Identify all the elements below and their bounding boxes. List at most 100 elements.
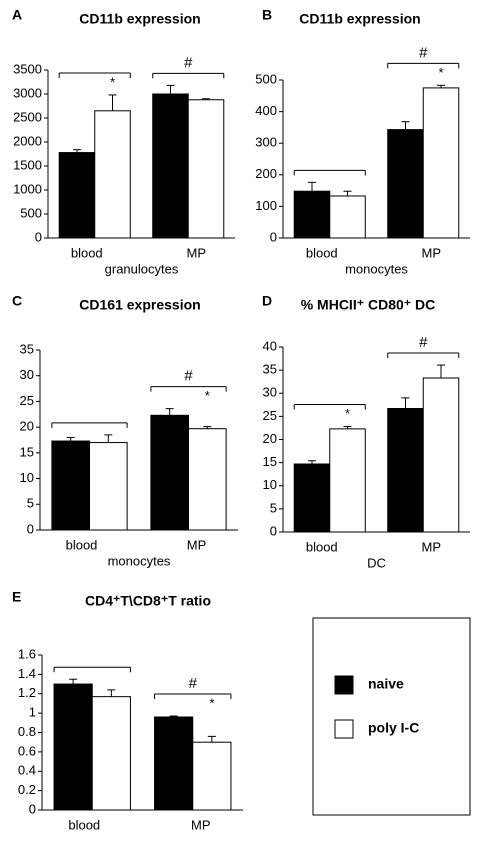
significance-hash: # xyxy=(189,675,198,692)
y-tick-label: 1500 xyxy=(13,157,42,172)
legend-swatch xyxy=(334,675,354,695)
significance-star: * xyxy=(110,74,115,89)
significance-hash: # xyxy=(184,368,193,385)
y-tick-label: 35 xyxy=(20,341,34,356)
bar xyxy=(188,428,227,531)
significance-star: * xyxy=(345,406,350,421)
y-tick-label: 5 xyxy=(270,500,277,515)
panel-label: B xyxy=(262,7,272,23)
y-tick-label: 1.6 xyxy=(18,646,36,661)
bar xyxy=(293,190,331,239)
legend-box xyxy=(312,617,471,816)
x-axis-title: DC xyxy=(367,555,386,570)
bar xyxy=(53,683,93,811)
panel-label: A xyxy=(12,7,22,23)
y-tick-label: 0 xyxy=(29,801,36,816)
x-axis-title: monocytes xyxy=(345,261,408,276)
y-tick-label: 10 xyxy=(20,470,34,485)
x-tick-label: MP xyxy=(187,245,207,260)
bar xyxy=(58,152,96,239)
bar xyxy=(152,93,189,239)
chart-title: CD4⁺T\CD8⁺T ratio xyxy=(85,593,211,609)
legend-label: naive xyxy=(368,676,404,692)
x-axis-title: granulocytes xyxy=(105,261,179,276)
y-tick-label: 1.4 xyxy=(18,666,36,681)
bar xyxy=(329,195,366,239)
y-tick-label: 200 xyxy=(255,166,277,181)
x-tick-label: MP xyxy=(422,245,442,260)
x-axis-title: monocytes xyxy=(108,553,171,568)
bar xyxy=(329,428,366,533)
x-tick-label: blood xyxy=(306,245,338,260)
bar xyxy=(51,440,90,531)
x-tick-label: MP xyxy=(187,537,207,552)
y-tick-label: 20 xyxy=(263,431,277,446)
y-tick-label: 2000 xyxy=(13,133,42,148)
y-tick-label: 1000 xyxy=(13,181,42,196)
y-tick-label: 100 xyxy=(255,198,277,213)
significance-hash: # xyxy=(419,334,428,351)
bar xyxy=(422,377,460,533)
y-tick-label: 25 xyxy=(20,393,34,408)
legend-label: poly I-C xyxy=(368,720,419,736)
chart-title: CD161 expression xyxy=(79,297,200,313)
panel-label: E xyxy=(12,589,21,605)
y-tick-label: 0 xyxy=(35,229,42,244)
y-tick-label: 15 xyxy=(263,454,277,469)
legend-swatch xyxy=(334,719,354,739)
bar xyxy=(422,87,460,239)
y-tick-label: 5 xyxy=(27,496,34,511)
y-tick-label: 300 xyxy=(255,135,277,150)
y-tick-label: 3000 xyxy=(13,85,42,100)
significance-hash: # xyxy=(184,54,193,71)
y-tick-label: 0 xyxy=(270,229,277,244)
y-tick-label: 1.2 xyxy=(18,685,36,700)
bar xyxy=(187,99,225,239)
significance-star: * xyxy=(205,388,210,403)
x-tick-label: blood xyxy=(306,539,338,554)
y-tick-label: 0.4 xyxy=(18,763,36,778)
x-tick-label: blood xyxy=(66,537,98,552)
x-tick-label: MP xyxy=(422,539,442,554)
bar xyxy=(387,129,424,239)
bar xyxy=(91,696,131,811)
bar xyxy=(94,110,131,239)
y-tick-label: 2500 xyxy=(13,109,42,124)
y-tick-label: 500 xyxy=(255,71,277,86)
y-tick-label: 400 xyxy=(255,103,277,118)
y-tick-label: 35 xyxy=(263,362,277,377)
bar xyxy=(293,463,331,533)
significance-hash: # xyxy=(419,44,428,61)
bar xyxy=(150,414,190,531)
y-tick-label: 0 xyxy=(270,523,277,538)
x-tick-label: blood xyxy=(71,245,103,260)
x-tick-label: MP xyxy=(191,817,211,832)
y-tick-label: 30 xyxy=(263,385,277,400)
y-tick-label: 500 xyxy=(20,205,42,220)
chart-title: % MHCII⁺ CD80⁺ DC xyxy=(301,297,436,313)
y-tick-label: 15 xyxy=(20,444,34,459)
y-tick-label: 40 xyxy=(263,338,277,353)
y-tick-label: 0.8 xyxy=(18,724,36,739)
bar xyxy=(387,408,424,533)
y-tick-label: 0.2 xyxy=(18,782,36,797)
y-tick-label: 20 xyxy=(20,419,34,434)
panel-label: C xyxy=(12,293,22,309)
y-tick-label: 0.6 xyxy=(18,743,36,758)
y-tick-label: 0 xyxy=(27,521,34,536)
bar xyxy=(89,442,128,531)
y-tick-label: 25 xyxy=(263,408,277,423)
bar xyxy=(192,741,232,811)
y-tick-label: 30 xyxy=(20,367,34,382)
bar xyxy=(154,716,194,811)
y-tick-label: 10 xyxy=(263,477,277,492)
y-tick-label: 1 xyxy=(29,705,36,720)
significance-star: * xyxy=(438,65,443,80)
panel-label: D xyxy=(262,293,272,309)
chart-title: CD11b expression xyxy=(299,11,420,27)
x-tick-label: blood xyxy=(68,817,100,832)
y-tick-label: 3500 xyxy=(13,61,42,76)
chart-title: CD11b expression xyxy=(79,11,200,27)
significance-star: * xyxy=(209,695,214,710)
